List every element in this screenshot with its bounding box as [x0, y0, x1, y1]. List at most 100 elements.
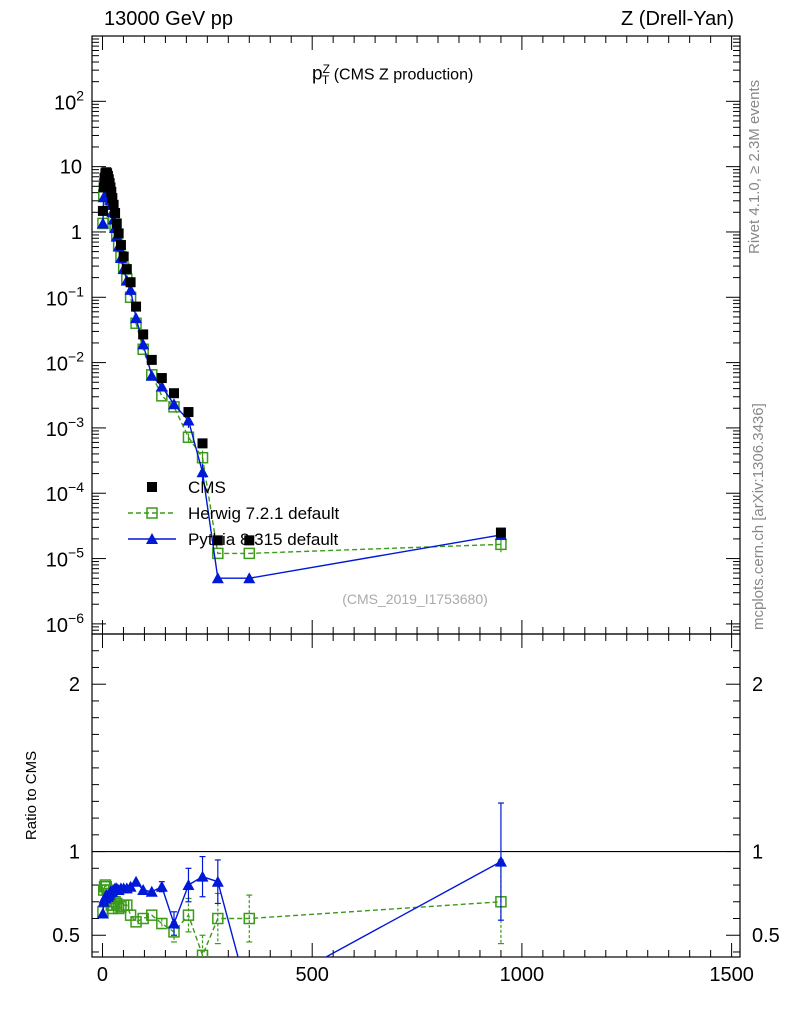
- data-point: [118, 251, 129, 262]
- ratio-data-point: [243, 912, 256, 925]
- ratio-data-point: [146, 909, 158, 921]
- legend-entry: CMS: [147, 478, 226, 497]
- data-point: [130, 312, 143, 324]
- legend: CMS Herwig 7.2.1 default Pythia 8.315 defa…: [128, 478, 339, 549]
- ratio-y-tick-label-right: 1: [752, 842, 763, 864]
- ratio-series-layer: [96, 802, 507, 1004]
- data-point: [121, 264, 132, 275]
- legend-entry: Pythia 8.315 default: [128, 530, 339, 549]
- ratio-data-point: [196, 870, 209, 882]
- data-point: [196, 451, 209, 464]
- ratio-data-point: [130, 916, 142, 928]
- y-tick-label: 10−6: [46, 610, 84, 637]
- ratio-line: [102, 883, 501, 957]
- rivet-version-label: Rivet 4.1.0, ≥ 2.3M events: [746, 79, 763, 254]
- data-point: [125, 277, 136, 288]
- y-tick-label: 10−5: [46, 545, 84, 572]
- ratio-data-point: [211, 875, 224, 887]
- plot-title-sup: Z: [322, 62, 330, 76]
- data-point: [110, 208, 121, 219]
- ratio-data-point: [130, 875, 143, 887]
- data-point: [96, 217, 109, 229]
- x-tick-label: 1000: [500, 964, 545, 986]
- data-point: [146, 354, 157, 365]
- x-tick-label: 0: [97, 964, 108, 986]
- ratio-data-point: [137, 884, 150, 896]
- data-point: [243, 547, 256, 560]
- ratio-data-point: [145, 885, 158, 897]
- data-point: [196, 466, 209, 478]
- data-point: [97, 205, 108, 216]
- series-line: [102, 177, 501, 555]
- plot-title-symbol: p: [312, 63, 323, 85]
- ratio-data-point: [155, 880, 168, 892]
- ratio-panel-frame: [91, 633, 741, 958]
- data-point: [124, 283, 137, 295]
- data-point: [113, 228, 124, 239]
- analysis-id-label: (CMS_2019_I1753680): [342, 591, 488, 607]
- data-point: [98, 182, 109, 193]
- data-point: [138, 329, 149, 340]
- ratio-data-point: [96, 907, 109, 919]
- ratio-y-tick-label-right: 0.5: [752, 925, 780, 947]
- main-series-herwig: [97, 173, 507, 560]
- data-point: [115, 240, 126, 251]
- legend-label: Pythia 8.315 default: [188, 530, 339, 549]
- ratio-data-point: [243, 993, 255, 1004]
- data-point: [111, 218, 122, 229]
- ratio-series-pythia: [96, 802, 507, 1004]
- legend-marker: [147, 482, 157, 492]
- ratio-data-point: [115, 901, 127, 913]
- data-point: [182, 414, 195, 426]
- ratio-data-point: [156, 917, 168, 930]
- x-tick-label: 1500: [709, 964, 754, 986]
- axes: 0 500 1000 1500 10−6 10−5 10−4 10−3 10−2 10−1 1 10 1…: [23, 35, 780, 986]
- ratio-y-tick-label: 1: [69, 842, 80, 864]
- data-point: [212, 535, 223, 546]
- main-series-cms: [97, 167, 506, 546]
- ratio-data-point: [137, 912, 149, 925]
- data-point: [107, 193, 118, 204]
- data-point: [212, 547, 224, 560]
- data-point: [183, 407, 194, 418]
- ratio-y-axis-label: Ratio to CMS: [23, 751, 40, 840]
- ratio-data-point: [494, 855, 507, 867]
- y-tick-label: 1: [71, 222, 82, 244]
- ratio-y-tick-label: 0.5: [52, 925, 80, 947]
- data-point: [197, 438, 208, 449]
- ratio-data-point: [182, 909, 195, 921]
- plot-title: pZT (CMS Z production): [312, 62, 473, 87]
- data-point: [495, 527, 506, 538]
- legend-marker: [146, 507, 158, 519]
- ratio-data-point: [167, 917, 180, 929]
- data-point: [131, 301, 142, 312]
- y-tick-label: 10: [60, 157, 82, 179]
- data-point: [137, 338, 150, 350]
- x-tick-label: 500: [296, 964, 329, 986]
- data-point: [243, 572, 256, 584]
- plot-title-sub: T: [321, 72, 330, 87]
- plot-title-text: (CMS Z production): [329, 66, 474, 84]
- ratio-frame-rect: [91, 633, 741, 958]
- process-label: Z (Drell-Yan): [621, 8, 734, 30]
- data-point: [108, 199, 119, 210]
- data-point: [156, 373, 167, 384]
- data-point: [168, 388, 179, 399]
- ratio-series-herwig: [97, 859, 507, 957]
- data-point: [106, 186, 117, 197]
- ratio-data-point: [182, 879, 195, 891]
- ratio-y-tick-label-right: 2: [752, 674, 763, 696]
- ratio-data-point: [196, 949, 209, 957]
- y-tick-label: 10−4: [46, 479, 84, 506]
- y-tick-label: 10−2: [46, 349, 84, 376]
- data-point: [145, 369, 158, 381]
- y-tick-label: 102: [54, 87, 84, 114]
- data-point: [167, 398, 180, 410]
- energy-label: 13000 GeV pp: [104, 8, 233, 30]
- data-point: [244, 535, 255, 546]
- y-tick-label: 10−3: [46, 414, 84, 441]
- legend-entry: Herwig 7.2.1 default: [128, 504, 339, 523]
- ratio-data-point: [212, 912, 224, 925]
- main-series-layer: [96, 167, 507, 584]
